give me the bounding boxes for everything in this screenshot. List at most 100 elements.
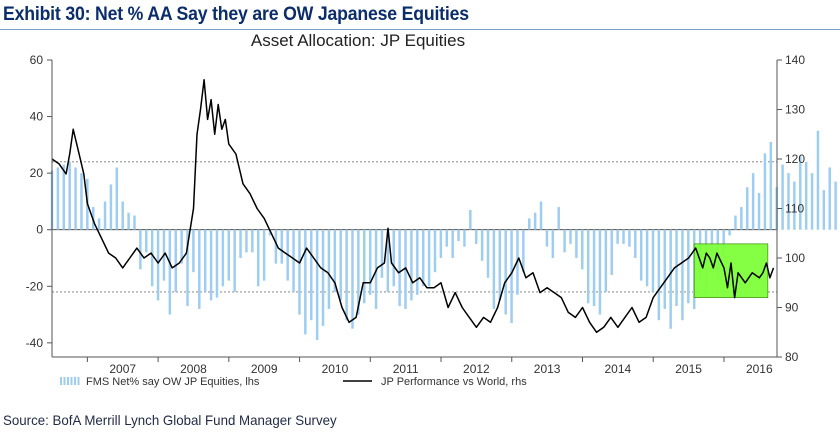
legend-bar-swatch [67,377,69,385]
bar [557,207,560,230]
bar [351,229,354,329]
chart-title: Asset Allocation: JP Equities [251,31,465,50]
bar [239,229,242,258]
bar [746,187,749,230]
bar [675,229,678,307]
bar [127,212,130,230]
right-tick-label: 80 [785,350,799,364]
bar [410,229,413,301]
bar [469,209,472,230]
bar [445,229,448,247]
bar [628,229,631,247]
source-note: Source: BofA Merrill Lynch Global Fund M… [3,412,337,428]
bar [757,192,761,230]
bar [333,229,337,292]
bar [268,229,272,236]
left-tick-label: 40 [30,110,44,124]
bar [663,229,667,309]
bar [822,190,826,230]
bar [669,229,672,329]
bar [828,167,831,230]
bar [657,229,661,321]
bar [645,229,649,287]
bar [133,215,136,230]
title-divider [0,29,840,30]
right-tick-label: 90 [785,301,799,315]
bar [280,229,284,264]
bar [592,229,596,307]
x-tick-label: 2010 [322,362,349,376]
bar [315,229,319,341]
bar [386,229,390,292]
bar [304,229,307,335]
bar [457,229,460,242]
bar [62,164,66,230]
bar [392,229,395,287]
bar [769,142,773,230]
bar [251,229,254,253]
legend-line-label: JP Performance vs World, rhs [381,376,527,388]
bar [622,229,625,244]
bar [563,229,566,253]
x-tick-label: 2009 [251,362,278,376]
bar [68,161,71,230]
bar [569,229,572,244]
right-tick-label: 140 [785,53,805,67]
bar [321,229,325,326]
x-tick-label: 2012 [463,362,490,376]
left-tick-label: -40 [26,336,44,350]
legend-bar-label: FMS Net% say OW JP Equities, lhs [86,376,260,388]
bar [598,229,602,315]
bar [186,229,189,307]
performance-line [51,79,775,334]
bar [634,229,637,258]
x-tick-label: 2011 [393,362,419,376]
bar [363,229,366,304]
bar [528,218,531,230]
reference-lines [52,161,777,293]
bar [463,229,466,247]
exhibit-title: Exhibit 30: Net % AA Say they are OW Jap… [3,4,469,25]
bar [439,229,443,258]
bar [816,130,820,230]
bar [256,229,260,287]
bar [74,167,77,230]
line-series [51,79,775,334]
legend-bar-swatch [60,377,62,385]
legend-bar-swatch [77,377,80,385]
bar [368,229,372,295]
bar [262,229,266,281]
x-tick-label: 2015 [675,362,702,376]
bar [421,229,425,287]
bar [97,218,101,230]
bar [575,229,578,258]
bar [274,229,278,264]
bar [451,229,454,258]
bar-series [50,130,837,341]
bar [787,173,790,230]
bar [486,229,490,278]
bar [504,229,507,315]
bar [480,229,484,261]
highlight-box [693,243,769,299]
bar [310,229,313,321]
x-tick-label: 2008 [180,362,207,376]
bar [198,229,201,309]
legend-bar-swatch [70,377,73,385]
bar [150,229,154,287]
highlight-rect [693,243,769,299]
bar [740,207,743,230]
right-tick-label: 120 [785,152,805,166]
bar [751,173,755,230]
bar [433,229,437,273]
bar [227,229,230,281]
bar [174,229,177,292]
bar [233,229,236,292]
bar [209,229,213,301]
bar [380,229,384,278]
bar [610,229,613,275]
bar [109,184,113,230]
legend: FMS Net% say OW JP Equities, lhs JP Perfo… [60,376,527,388]
bar [510,229,513,324]
bar [604,229,608,292]
